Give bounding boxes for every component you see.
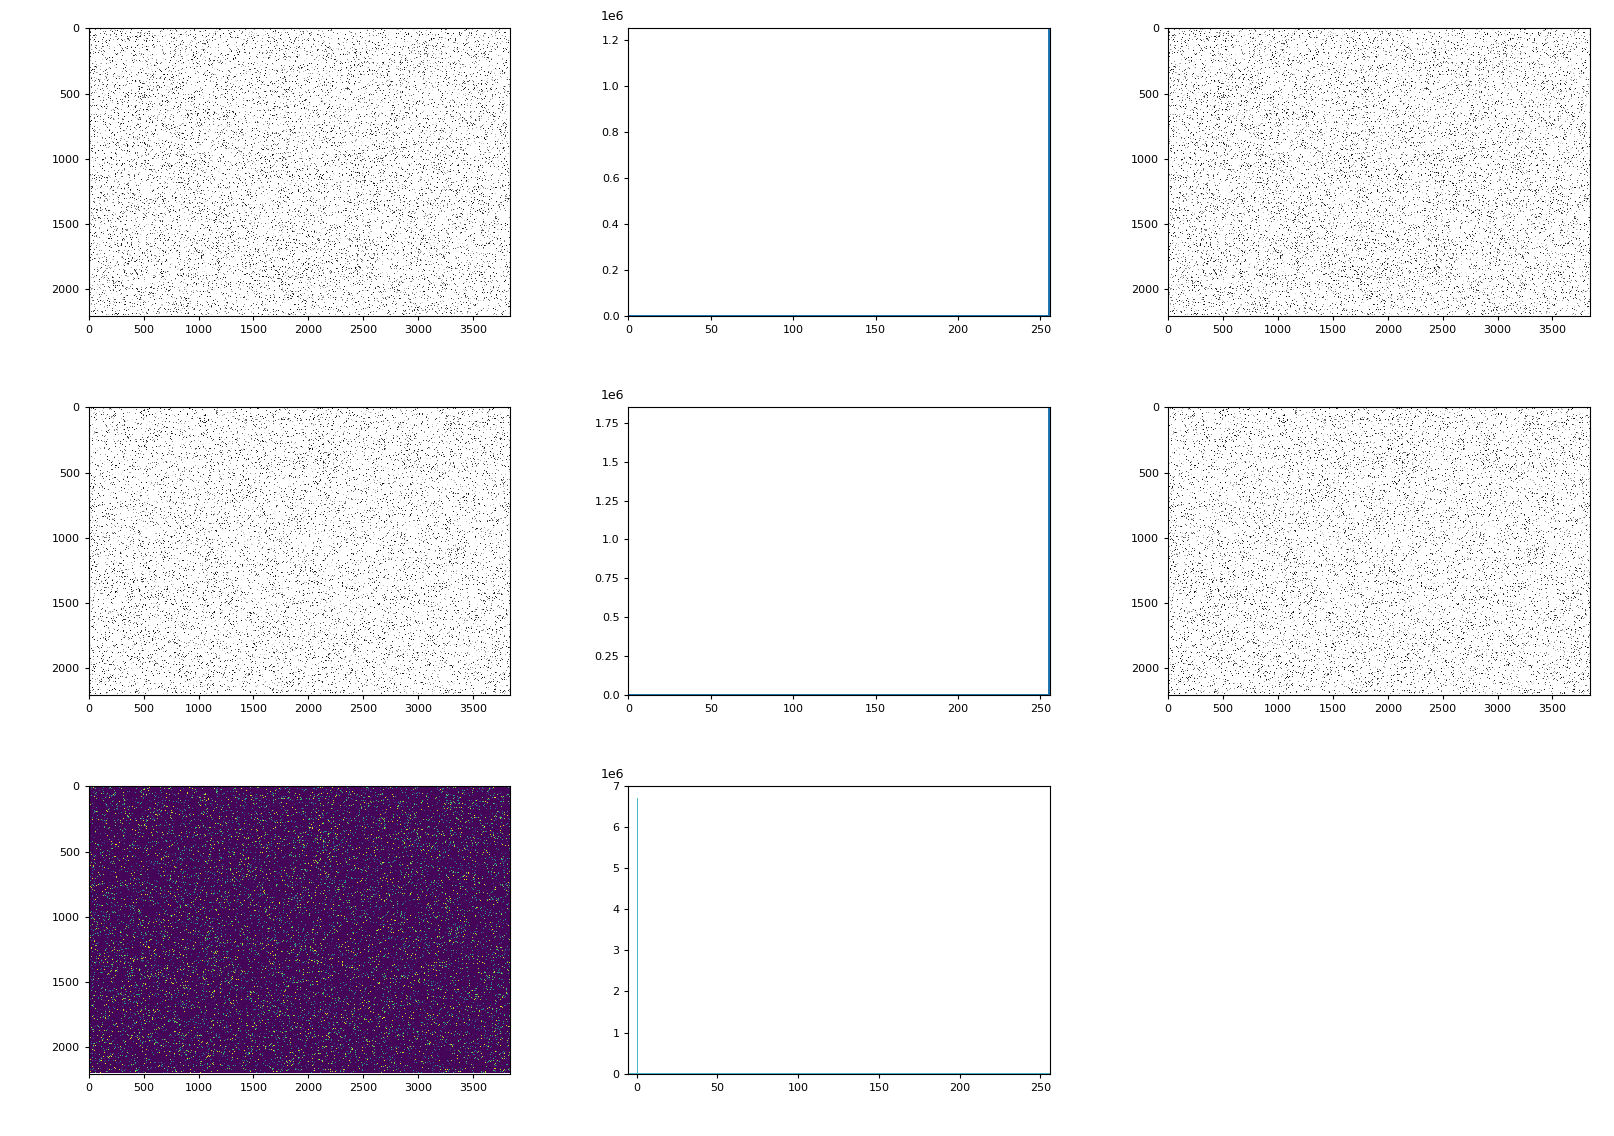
Bar xyxy=(636,797,638,1074)
Bar xyxy=(1049,0,1051,694)
Text: 1e6: 1e6 xyxy=(600,389,625,402)
Text: 1e6: 1e6 xyxy=(600,10,625,23)
Text: 1e6: 1e6 xyxy=(600,768,625,780)
Bar xyxy=(1049,0,1051,316)
